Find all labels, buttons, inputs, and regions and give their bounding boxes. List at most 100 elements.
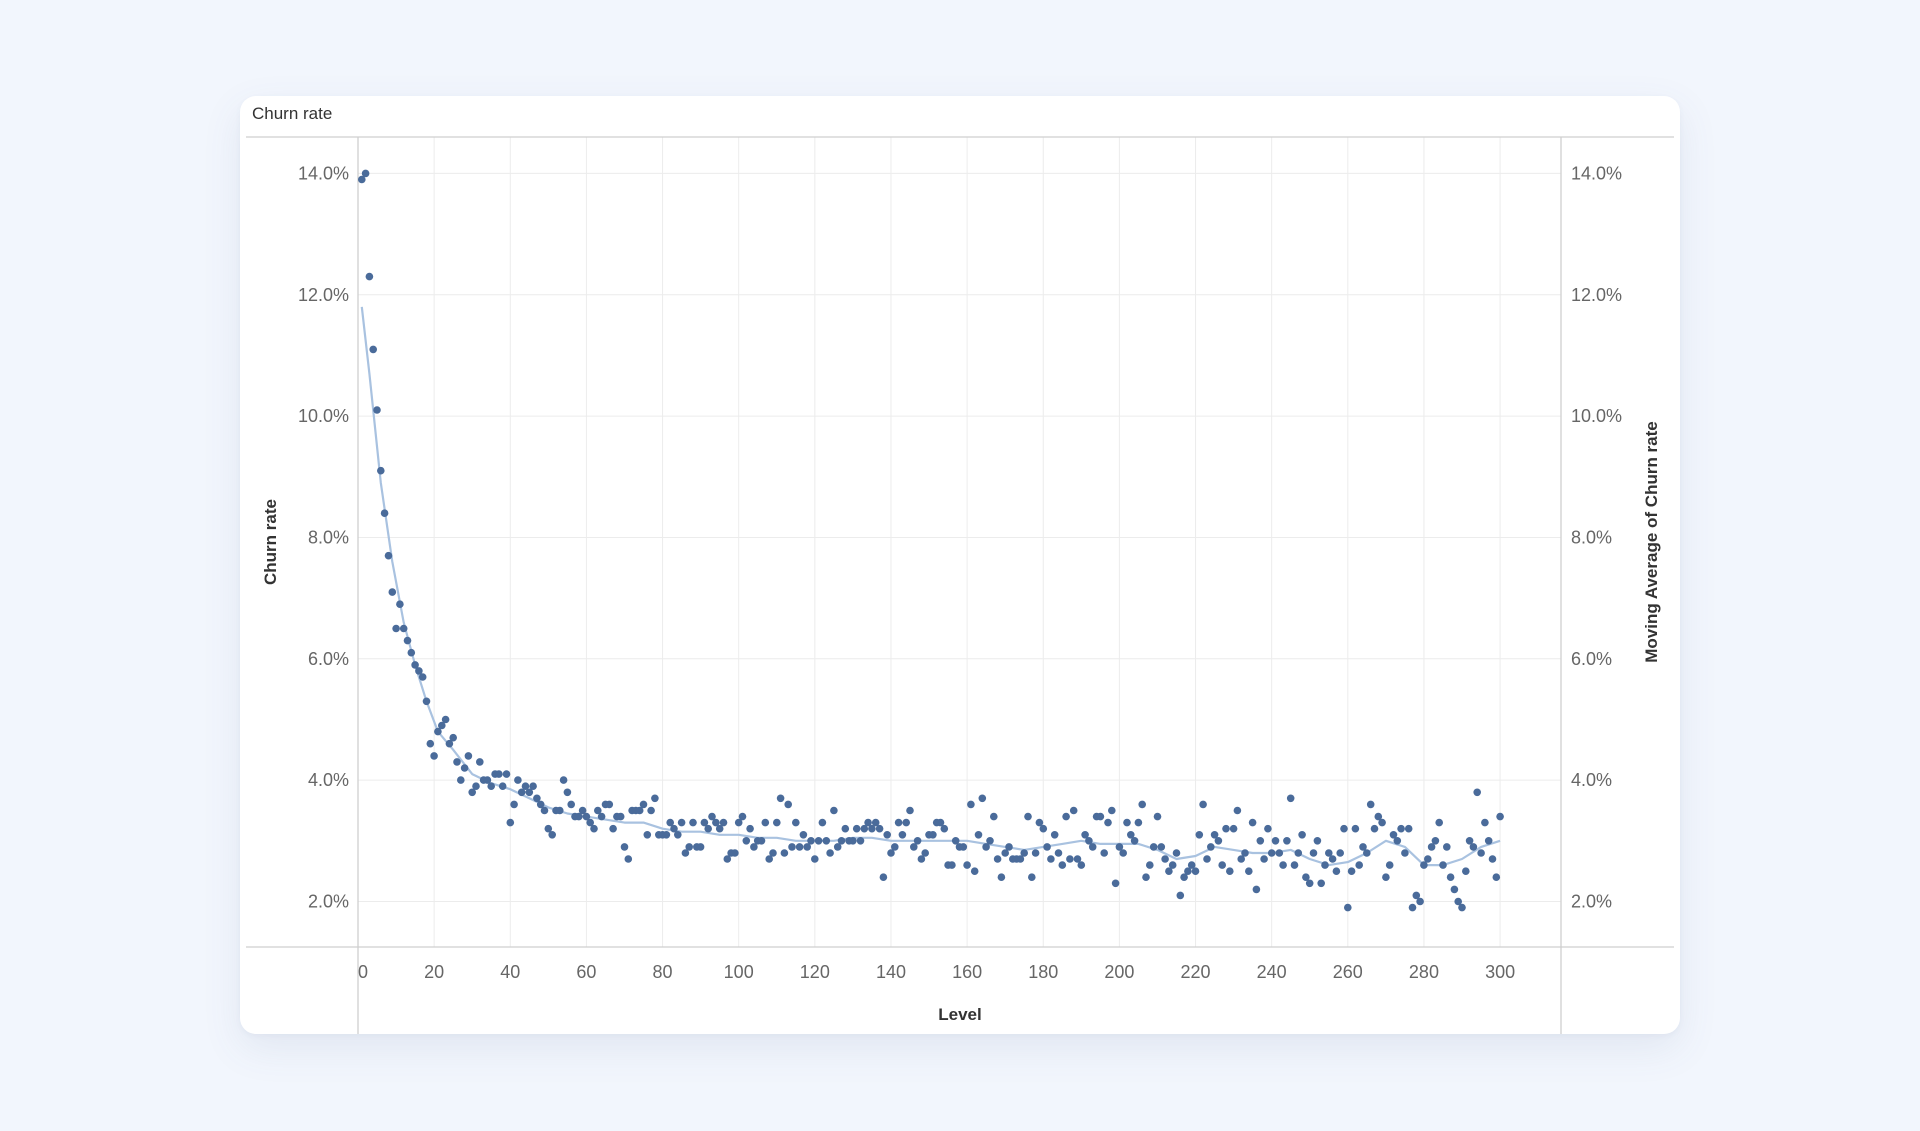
x-tick-label: 180 <box>1028 962 1058 982</box>
churn-rate-point <box>449 733 458 742</box>
churn-rate-point <box>1264 824 1272 833</box>
churn-rate-point <box>799 831 808 839</box>
churn-rate-point <box>803 843 811 851</box>
churn-rate-point <box>1020 849 1028 857</box>
x-tick-label: 40 <box>500 962 520 982</box>
churn-rate-point <box>750 843 758 851</box>
churn-rate-point <box>643 831 652 839</box>
churn-rate-point <box>662 831 671 839</box>
churn-rate-point <box>1210 831 1219 839</box>
churn-rate-point <box>1351 824 1360 833</box>
churn-rate-point <box>864 818 872 827</box>
churn-rate-point <box>1233 806 1242 815</box>
churn-rate-point <box>460 764 469 772</box>
x-tick-label: 100 <box>724 962 754 982</box>
churn-rate-point <box>1355 861 1363 869</box>
churn-rate-point <box>1408 903 1417 912</box>
churn-rate-point <box>860 824 869 833</box>
churn-rate-point <box>365 272 374 281</box>
churn-rate-point <box>1321 861 1329 869</box>
churn-rate-point <box>1157 843 1166 851</box>
churn-rate-point <box>403 636 412 645</box>
churn-rate-point <box>1431 837 1440 845</box>
churn-rate-point <box>373 406 381 414</box>
churn-rate-point <box>784 800 792 809</box>
churn-rate-point <box>1252 885 1261 894</box>
x-tick-label: 200 <box>1104 962 1134 982</box>
churn-rate-point <box>1420 861 1428 869</box>
churn-rate-point <box>879 873 888 881</box>
churn-rate-point <box>959 843 968 851</box>
churn-rate-point <box>388 588 397 596</box>
churn-rate-point <box>1416 897 1424 906</box>
churn-rate-point <box>913 837 922 845</box>
churn-rate-point <box>1492 873 1501 881</box>
x-tick-label: 220 <box>1181 962 1211 982</box>
churn-rate-point <box>1424 855 1432 863</box>
churn-rate-point <box>540 806 549 815</box>
churn-rate-point <box>674 831 682 839</box>
churn-rate-point <box>776 794 785 803</box>
churn-rate-point <box>917 855 926 863</box>
y2-tick-label: 4.0% <box>1571 770 1612 790</box>
churn-rate-point <box>1443 843 1451 851</box>
churn-rate-point <box>1389 831 1398 839</box>
churn-rate-point <box>978 794 987 803</box>
churn-rate-point <box>407 648 416 657</box>
churn-rate-point <box>1336 849 1344 857</box>
churn-rate-point <box>445 739 454 748</box>
churn-rate-point <box>742 837 751 845</box>
churn-rate-point <box>1134 818 1143 827</box>
churn-rate-point <box>1180 873 1188 881</box>
churn-rate-point <box>1481 818 1489 827</box>
x-tick-label: 240 <box>1257 962 1287 982</box>
y-tick-label: 4.0% <box>308 770 349 790</box>
churn-rate-point <box>1446 873 1455 881</box>
churn-rate-point <box>1245 867 1253 875</box>
churn-rate-point <box>590 824 598 833</box>
churn-rate-point <box>1123 818 1131 827</box>
churn-rate-point <box>457 776 465 784</box>
churn-rate-point <box>430 752 438 760</box>
churn-rate-point <box>1313 837 1322 845</box>
churn-rate-point <box>719 818 728 827</box>
churn-rate-point <box>868 824 876 833</box>
churn-rate-point <box>1058 861 1067 869</box>
churn-rate-point <box>369 345 378 354</box>
churn-rate-point <box>940 824 949 833</box>
churn-rate-point <box>788 843 796 851</box>
churn-rate-point <box>1374 812 1383 821</box>
churn-rate-point <box>597 812 606 821</box>
churn-rate-point <box>476 758 484 766</box>
churn-rate-point <box>586 818 594 827</box>
x-tick-label: 280 <box>1409 962 1439 982</box>
churn-rate-point <box>1176 891 1185 900</box>
churn-rate-point <box>651 794 659 803</box>
churn-rate-point <box>415 667 423 675</box>
y2-tick-label: 2.0% <box>1571 891 1612 911</box>
churn-rate-series <box>358 169 1504 912</box>
churn-rate-point <box>498 782 507 790</box>
churn-rate-point <box>982 843 990 851</box>
churn-rate-point <box>1458 903 1466 912</box>
churn-rate-point <box>841 824 850 833</box>
churn-rate-point <box>1256 837 1265 845</box>
churn-rate-point <box>1142 873 1150 881</box>
churn-rate-point <box>1344 903 1352 912</box>
x-tick-label: 160 <box>952 962 982 982</box>
churn-rate-point <box>624 855 633 863</box>
churn-rate-point <box>1115 843 1124 851</box>
churn-rate-point <box>1153 812 1162 821</box>
x-tick-label: 140 <box>876 962 906 982</box>
churn-rate-point <box>780 849 789 857</box>
y2-axis-ticks: 2.0% 4.0% 6.0% 8.0% 10.0% 12.0% 14.0% <box>1571 163 1622 911</box>
churn-rate-point <box>666 818 674 827</box>
churn-rate-point <box>525 788 534 797</box>
churn-rate-point <box>578 806 587 815</box>
churn-rate-point <box>483 776 492 784</box>
churn-rate-point <box>1454 897 1462 906</box>
churn-rate-point <box>1024 812 1032 821</box>
churn-rate-point <box>1005 843 1013 851</box>
churn-rate-point <box>472 782 480 790</box>
